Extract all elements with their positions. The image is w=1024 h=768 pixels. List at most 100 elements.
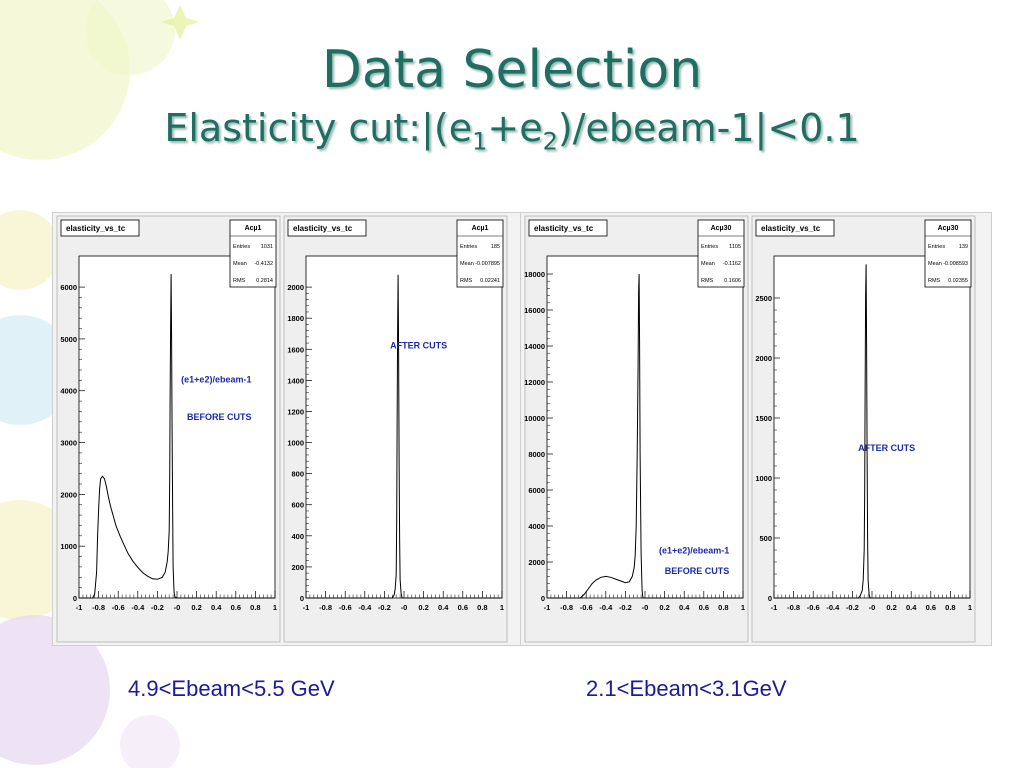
y-tick-label: 16000 <box>524 306 545 315</box>
y-tick-label: 800 <box>291 470 304 479</box>
bubble-decoration <box>0 210 60 290</box>
slide-title: Data Selection <box>321 40 703 100</box>
stats-value: 139 <box>959 244 968 250</box>
x-tick-label: 0.6 <box>231 603 241 612</box>
y-tick-label: 2000 <box>60 490 77 499</box>
x-tick-label: -0.4 <box>358 603 372 612</box>
bubble-decoration <box>85 0 175 75</box>
x-tick-label: -0.4 <box>826 603 840 612</box>
y-tick-label: 5000 <box>60 335 77 344</box>
y-tick-label: 600 <box>291 501 304 510</box>
stats-label: Entries <box>233 244 250 250</box>
bubble-decoration <box>0 615 110 765</box>
y-tick-label: 2000 <box>287 283 304 292</box>
x-tick-label: 0.2 <box>886 603 896 612</box>
y-tick-label: 0 <box>300 594 304 603</box>
y-tick-label: 2500 <box>755 294 772 303</box>
x-tick-label: -0.6 <box>339 603 352 612</box>
plot-frame <box>546 255 744 599</box>
y-tick-label: 4000 <box>60 387 77 396</box>
x-tick-label: -1 <box>544 603 551 612</box>
y-tick-label: 12000 <box>524 378 545 387</box>
histogram-annotation: (e1+e2)/ebeam-1 <box>181 375 251 385</box>
stats-name: Acµ30 <box>938 225 959 232</box>
x-tick-label: 0.6 <box>699 603 709 612</box>
histogram-title-box <box>287 219 367 237</box>
y-tick-label: 1600 <box>287 345 304 354</box>
histogram-curve <box>79 274 275 599</box>
stats-value: -0.4132 <box>254 261 273 267</box>
x-tick-label: 0.2 <box>418 603 428 612</box>
caption-high-energy: 4.9<Ebeam<5.5 GeV <box>128 676 335 701</box>
x-tick-label: 0.2 <box>191 603 201 612</box>
y-tick-label: 18000 <box>524 270 545 279</box>
histogram-curve <box>547 273 743 599</box>
stats-label: RMS <box>460 278 473 284</box>
x-tick-label: -0.2 <box>151 603 164 612</box>
y-tick-label: 1000 <box>287 439 304 448</box>
stats-value: -0.1162 <box>723 261 741 267</box>
x-tick-label: 0.8 <box>718 603 728 612</box>
plot-frame <box>78 255 276 599</box>
y-tick-label: 200 <box>291 563 304 572</box>
y-tick-label: 2000 <box>528 558 545 567</box>
stats-value: 0.02355 <box>948 278 968 284</box>
subtitle-text: +e <box>487 106 543 150</box>
stats-value: 0.02241 <box>480 278 500 284</box>
stats-name: Acµ30 <box>711 225 732 232</box>
stats-label: RMS <box>701 278 714 284</box>
x-tick-label: 0.8 <box>250 603 260 612</box>
histogram-title: elasticity_vs_tc <box>761 224 821 233</box>
x-tick-label: -0.2 <box>619 603 632 612</box>
stats-value: 0.2814 <box>256 278 273 284</box>
y-tick-label: 3000 <box>60 439 77 448</box>
histogram-annotation: BEFORE CUTS <box>187 412 252 422</box>
y-tick-label: 6000 <box>528 486 545 495</box>
x-tick-label: -0.6 <box>112 603 125 612</box>
x-tick-label: 0.4 <box>438 603 449 612</box>
stats-box <box>456 219 504 288</box>
x-tick-label: -0 <box>174 603 181 612</box>
y-tick-label: 400 <box>291 532 304 541</box>
x-tick-label: -0.2 <box>378 603 391 612</box>
subtitle-text: )/ebeam-1|<0.1 <box>557 106 860 150</box>
y-tick-label: 1400 <box>287 376 304 385</box>
y-tick-label: 500 <box>759 534 772 543</box>
histogram-curve <box>774 264 970 599</box>
plot-frame <box>305 255 503 599</box>
x-tick-label: -0.4 <box>131 603 145 612</box>
x-tick-label: -0.8 <box>319 603 332 612</box>
y-tick-label: 1000 <box>755 474 772 483</box>
x-tick-label: -0 <box>642 603 649 612</box>
histogram-annotation: AFTER CUTS <box>858 443 915 453</box>
x-tick-label: 0.4 <box>679 603 690 612</box>
y-tick-label: 1800 <box>287 314 304 323</box>
stats-value: -0.008593 <box>943 261 968 267</box>
y-tick-label: 1200 <box>287 407 304 416</box>
stats-label: Entries <box>460 244 477 250</box>
histogram-annotation: AFTER CUTS <box>390 340 447 350</box>
plot-group-high-energy: elasticity_vs_tc Acµ1 Entries 1031 Mean -0.41… <box>52 212 524 646</box>
slide-subtitle: Elasticity cut:|(e1+e2)/ebeam-1|<0.1 <box>0 102 1024 154</box>
x-tick-label: -0 <box>869 603 876 612</box>
x-tick-label: -0 <box>401 603 408 612</box>
subtitle-subscript: 1 <box>472 127 488 156</box>
x-tick-label: -0.8 <box>560 603 573 612</box>
sparkle-decoration <box>161 5 199 40</box>
y-tick-label: 0 <box>541 594 545 603</box>
stats-value: -0.007895 <box>475 261 500 267</box>
x-tick-label: -0.8 <box>92 603 105 612</box>
x-tick-label: 0.8 <box>945 603 955 612</box>
x-tick-label: -0.6 <box>580 603 593 612</box>
subtitle-text: Elasticity cut:|(e <box>164 106 473 150</box>
y-tick-label: 10000 <box>524 414 545 423</box>
x-tick-label: 1 <box>741 603 745 612</box>
y-tick-label: 2000 <box>755 354 772 363</box>
stats-value: 185 <box>491 244 500 250</box>
histogram-annotation: BEFORE CUTS <box>665 566 730 576</box>
x-tick-label: 0.4 <box>906 603 917 612</box>
stats-name: Acµ1 <box>245 225 262 232</box>
